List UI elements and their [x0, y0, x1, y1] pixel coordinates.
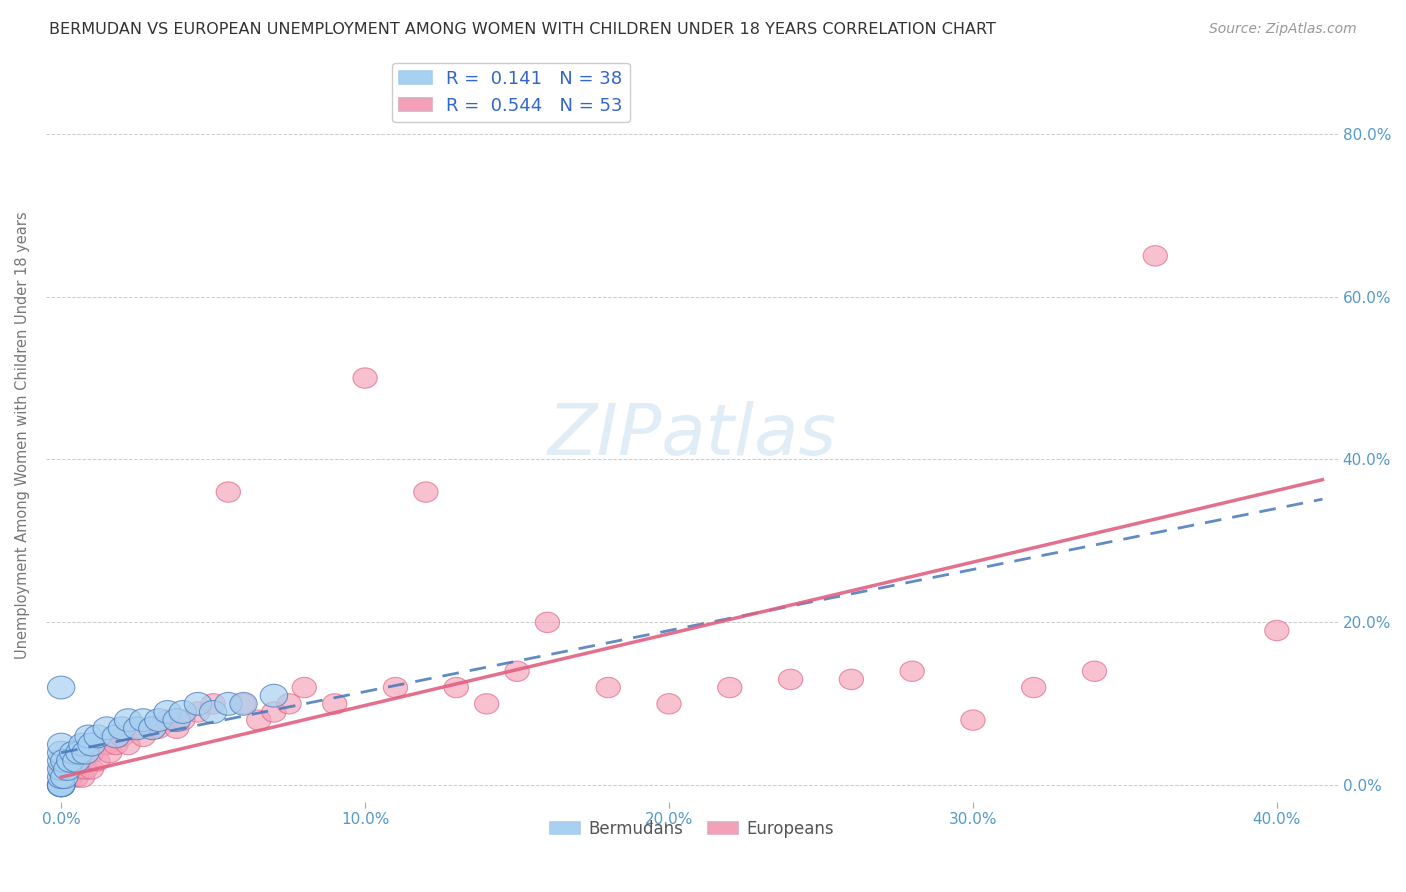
- Ellipse shape: [58, 767, 83, 788]
- Ellipse shape: [75, 725, 103, 747]
- Ellipse shape: [67, 759, 91, 780]
- Ellipse shape: [505, 661, 529, 681]
- Ellipse shape: [165, 718, 188, 739]
- Ellipse shape: [153, 700, 181, 723]
- Ellipse shape: [65, 767, 89, 788]
- Ellipse shape: [960, 710, 986, 731]
- Ellipse shape: [201, 694, 225, 714]
- Ellipse shape: [108, 717, 135, 739]
- Ellipse shape: [124, 717, 150, 739]
- Ellipse shape: [246, 710, 271, 731]
- Ellipse shape: [48, 733, 75, 756]
- Ellipse shape: [444, 677, 468, 698]
- Legend: Bermudans, Europeans: Bermudans, Europeans: [543, 814, 841, 845]
- Ellipse shape: [52, 767, 76, 788]
- Ellipse shape: [384, 677, 408, 698]
- Ellipse shape: [63, 749, 90, 772]
- Ellipse shape: [1022, 677, 1046, 698]
- Ellipse shape: [186, 702, 209, 723]
- Ellipse shape: [1083, 661, 1107, 681]
- Ellipse shape: [73, 759, 97, 780]
- Ellipse shape: [104, 734, 128, 755]
- Ellipse shape: [53, 757, 82, 780]
- Ellipse shape: [131, 726, 156, 747]
- Ellipse shape: [596, 677, 620, 698]
- Ellipse shape: [353, 368, 377, 388]
- Ellipse shape: [48, 765, 75, 789]
- Ellipse shape: [48, 676, 75, 699]
- Ellipse shape: [163, 709, 190, 731]
- Ellipse shape: [103, 725, 129, 747]
- Text: ZIPatlas: ZIPatlas: [547, 401, 837, 469]
- Ellipse shape: [292, 677, 316, 698]
- Ellipse shape: [260, 684, 288, 707]
- Ellipse shape: [156, 710, 180, 731]
- Ellipse shape: [657, 694, 681, 714]
- Ellipse shape: [900, 661, 924, 681]
- Ellipse shape: [217, 482, 240, 502]
- Ellipse shape: [72, 741, 100, 764]
- Ellipse shape: [77, 733, 105, 756]
- Ellipse shape: [110, 726, 134, 747]
- Ellipse shape: [69, 733, 96, 756]
- Ellipse shape: [322, 694, 347, 714]
- Ellipse shape: [48, 757, 75, 780]
- Ellipse shape: [229, 692, 257, 715]
- Ellipse shape: [86, 751, 110, 771]
- Ellipse shape: [48, 774, 75, 797]
- Ellipse shape: [169, 700, 197, 723]
- Ellipse shape: [262, 702, 285, 723]
- Ellipse shape: [56, 749, 84, 772]
- Ellipse shape: [141, 718, 165, 739]
- Ellipse shape: [48, 774, 75, 797]
- Ellipse shape: [48, 749, 75, 772]
- Ellipse shape: [145, 709, 172, 731]
- Ellipse shape: [125, 718, 149, 739]
- Text: Source: ZipAtlas.com: Source: ZipAtlas.com: [1209, 22, 1357, 37]
- Ellipse shape: [55, 759, 79, 780]
- Ellipse shape: [536, 612, 560, 632]
- Ellipse shape: [717, 677, 742, 698]
- Ellipse shape: [1143, 245, 1167, 266]
- Ellipse shape: [49, 767, 73, 788]
- Ellipse shape: [84, 725, 111, 747]
- Ellipse shape: [79, 759, 104, 780]
- Ellipse shape: [48, 774, 75, 797]
- Ellipse shape: [66, 741, 93, 764]
- Y-axis label: Unemployment Among Women with Children Under 18 years: Unemployment Among Women with Children U…: [15, 211, 30, 659]
- Ellipse shape: [79, 742, 104, 763]
- Ellipse shape: [51, 765, 77, 789]
- Ellipse shape: [115, 734, 141, 755]
- Ellipse shape: [48, 774, 75, 797]
- Text: BERMUDAN VS EUROPEAN UNEMPLOYMENT AMONG WOMEN WITH CHILDREN UNDER 18 YEARS CORRE: BERMUDAN VS EUROPEAN UNEMPLOYMENT AMONG …: [49, 22, 995, 37]
- Ellipse shape: [114, 709, 142, 731]
- Ellipse shape: [146, 718, 170, 739]
- Ellipse shape: [277, 694, 301, 714]
- Ellipse shape: [474, 694, 499, 714]
- Ellipse shape: [839, 669, 863, 690]
- Ellipse shape: [200, 700, 226, 723]
- Ellipse shape: [97, 742, 122, 763]
- Ellipse shape: [170, 710, 195, 731]
- Ellipse shape: [129, 709, 157, 731]
- Ellipse shape: [51, 749, 77, 772]
- Ellipse shape: [215, 692, 242, 715]
- Ellipse shape: [413, 482, 439, 502]
- Ellipse shape: [94, 734, 120, 755]
- Ellipse shape: [62, 759, 86, 780]
- Ellipse shape: [49, 775, 73, 796]
- Ellipse shape: [232, 694, 256, 714]
- Ellipse shape: [184, 692, 212, 715]
- Ellipse shape: [49, 759, 73, 780]
- Ellipse shape: [48, 741, 75, 764]
- Ellipse shape: [779, 669, 803, 690]
- Ellipse shape: [1265, 620, 1289, 640]
- Ellipse shape: [93, 717, 121, 739]
- Ellipse shape: [59, 741, 87, 764]
- Ellipse shape: [139, 717, 166, 739]
- Ellipse shape: [70, 767, 94, 788]
